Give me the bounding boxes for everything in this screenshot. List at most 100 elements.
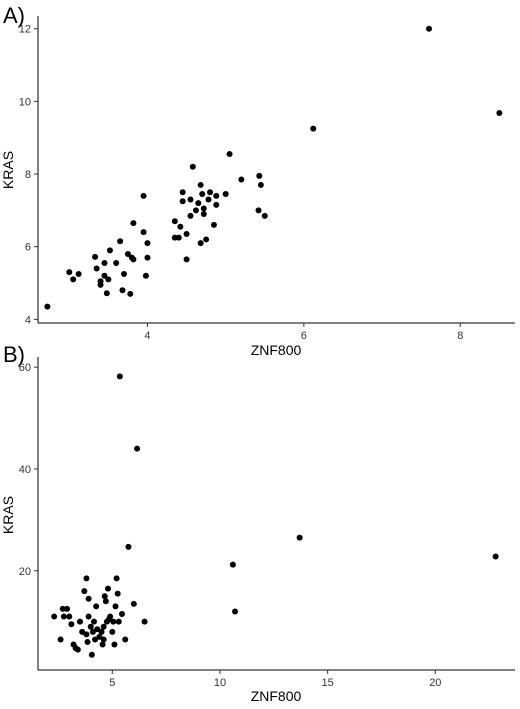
panel-b-y-tick-label: 60 xyxy=(19,362,31,374)
panel-a-data-point xyxy=(119,287,126,294)
panel-a-data-point xyxy=(238,176,245,183)
panel-b-data-point xyxy=(51,613,58,620)
panel-b-x-tick-label: 5 xyxy=(109,677,115,689)
panel-a-data-point xyxy=(203,236,210,243)
panel-a-data-point xyxy=(179,198,186,205)
panel-a-data-point xyxy=(425,25,432,32)
panel-a-data-point xyxy=(175,234,182,241)
panel-b-data-point xyxy=(83,575,90,582)
panel-b-y-tick-label: 40 xyxy=(19,464,31,476)
panel-b-points xyxy=(51,373,499,658)
panel-b-label: B) xyxy=(3,342,25,367)
panel-b-data-point xyxy=(57,636,64,643)
panel-b-data-point xyxy=(68,621,75,628)
panel-a-data-point xyxy=(257,181,264,188)
panel-a-y-tick-label: 10 xyxy=(19,96,31,108)
panel-a-y-ticks: 4 6 8 10 12 xyxy=(19,24,38,326)
panel-a-data-point xyxy=(183,256,190,263)
panel-a-data-point xyxy=(130,256,137,263)
panel-b-data-point xyxy=(111,641,118,648)
panel-a-y-tick-label: 6 xyxy=(25,242,31,254)
panel-b-data-point xyxy=(110,618,117,625)
panel-a-data-point xyxy=(177,223,184,230)
panel-a-data-point xyxy=(144,240,151,247)
panel-a-data-point xyxy=(261,212,268,219)
panel-a-points xyxy=(44,25,503,310)
panel-b-x-ticks: 5 10 15 20 xyxy=(109,670,441,689)
panel-b-data-point xyxy=(492,553,499,560)
panel-b-data-point xyxy=(101,593,108,600)
panel-b-y-tick-label: 20 xyxy=(19,566,31,578)
panel-b-data-point xyxy=(114,590,121,597)
panel-a-data-point xyxy=(171,218,178,225)
panel-b-data-point xyxy=(98,628,105,635)
panel-a-data-point xyxy=(113,260,120,267)
panel-b-x-tick-label: 15 xyxy=(322,677,334,689)
panel-a-data-point xyxy=(144,254,151,261)
panel-a-data-point xyxy=(179,189,186,196)
panel-a-data-point xyxy=(66,269,73,276)
panel-a-data-point xyxy=(200,205,207,212)
panel-a-data-point xyxy=(189,163,196,170)
panel-b-data-point xyxy=(229,561,236,568)
panel-b-data-point xyxy=(81,588,88,595)
panel-a-data-point xyxy=(222,191,229,198)
panel-a-data-point xyxy=(210,221,217,228)
panel-b-data-point xyxy=(102,598,109,605)
panel-b-data-point xyxy=(104,585,111,592)
panel-b-data-point xyxy=(60,613,67,620)
panel-b-data-point xyxy=(112,603,119,610)
panel-b-data-point xyxy=(130,600,137,607)
panel-b-data-point xyxy=(99,641,106,648)
panel-b-x-tick-label: 10 xyxy=(214,677,226,689)
panel-a-data-point xyxy=(192,207,199,214)
panel-b-data-point xyxy=(100,636,107,643)
panel-b-data-point xyxy=(85,595,92,602)
panel-a-data-point xyxy=(199,191,206,198)
panel-a-data-point xyxy=(187,212,194,219)
panel-a-data-point xyxy=(255,207,262,214)
panel-a-data-point xyxy=(496,110,503,117)
panel-b-data-point xyxy=(59,605,66,612)
panel-a-data-point xyxy=(197,181,204,188)
panel-b-data-point xyxy=(115,618,122,625)
panel-a-data-point xyxy=(101,260,108,267)
panel-a-y-tick-label: 12 xyxy=(19,24,31,36)
panel-b-data-point xyxy=(109,628,116,635)
panel-b-data-point xyxy=(90,618,97,625)
panel-b-data-point xyxy=(66,613,73,620)
panel-a-data-point xyxy=(92,253,99,260)
panel-a-x-tick-label: 8 xyxy=(457,330,463,342)
panel-a-data-point xyxy=(97,281,104,288)
panel-a-data-point xyxy=(124,250,131,257)
panel-b-data-point xyxy=(74,646,81,653)
panel-b-data-point xyxy=(100,623,107,630)
panel-a-data-point xyxy=(105,276,112,283)
panel-a-data-point xyxy=(117,238,124,245)
panel-b-data-point xyxy=(296,534,303,541)
panel-a-data-point xyxy=(205,196,212,203)
panel-b-data-point xyxy=(93,603,100,610)
panel-b-data-point xyxy=(122,636,129,643)
panel-b-data-point xyxy=(125,543,132,550)
panel-a-data-point xyxy=(183,230,190,237)
panel-a-data-point xyxy=(70,276,77,283)
panel-b-data-point xyxy=(141,618,148,625)
panel-b-data-point xyxy=(232,608,239,615)
panel-a-data-point xyxy=(187,196,194,203)
panel-a-data-point xyxy=(44,303,51,310)
panel-a-data-point xyxy=(106,247,113,254)
panel-b-data-point xyxy=(116,373,123,380)
panel-b-data-point xyxy=(87,623,94,630)
panel-a-y-tick-label: 8 xyxy=(25,169,31,181)
panel-a-data-point xyxy=(130,220,137,227)
panel-a-data-point xyxy=(213,192,220,199)
panel-b-data-point xyxy=(64,605,71,612)
panel-a-x-tick-label: 6 xyxy=(301,330,307,342)
panel-b-data-point xyxy=(134,445,141,452)
panel-b: B) 5 10 15 20 20 40 60 ZNF800 KRAS xyxy=(0,342,515,704)
panel-b-data-point xyxy=(88,651,95,658)
panel-a-data-point xyxy=(256,172,263,179)
panel-a-data-point xyxy=(140,192,147,199)
